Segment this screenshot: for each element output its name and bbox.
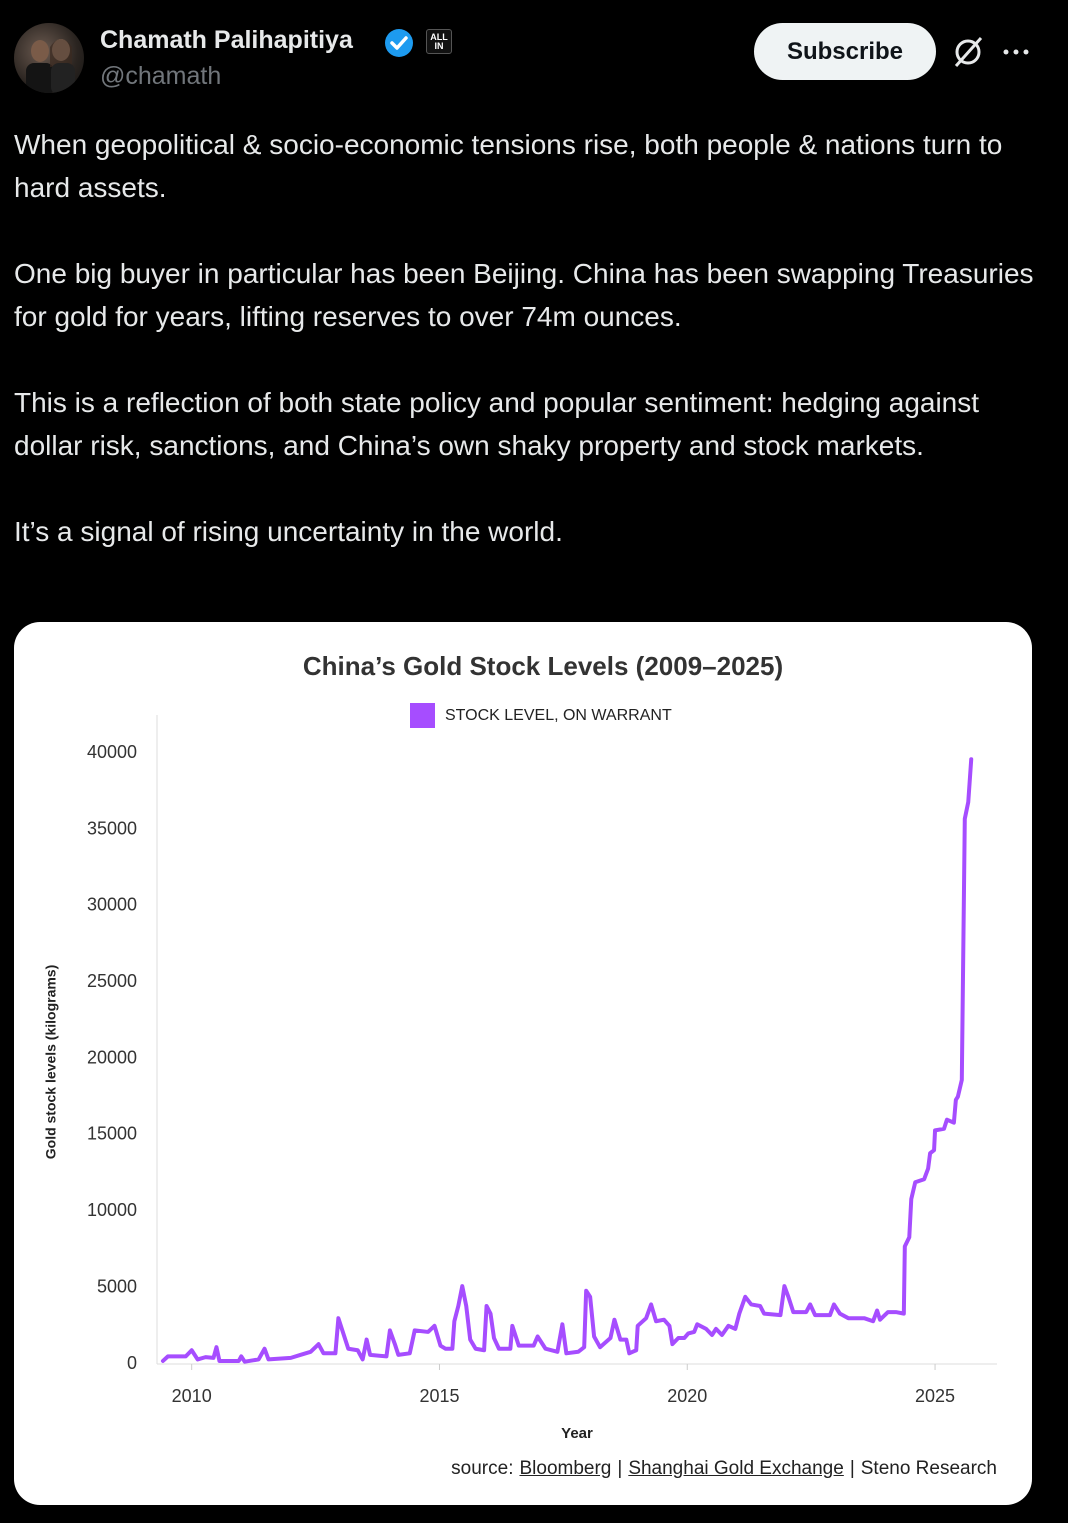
avatar-image	[26, 39, 75, 93]
source-text: source:	[451, 1458, 514, 1479]
y-tick-label: 25000	[87, 971, 137, 991]
source-text: |	[617, 1458, 623, 1479]
display-name[interactable]: Chamath Palihapitiya	[100, 26, 353, 54]
subscribe-button[interactable]: Subscribe	[754, 23, 936, 80]
tweet-paragraph: This is a reflection of both state polic…	[14, 387, 980, 461]
source-text: |	[849, 1458, 855, 1479]
x-tick-label: 2010	[172, 1386, 212, 1406]
chart: China’s Gold Stock Levels (2009–2025) Ye…	[43, 651, 997, 1442]
more-icon[interactable]	[1003, 49, 1029, 55]
y-tick-label: 5000	[97, 1276, 137, 1296]
verified-badge	[385, 29, 413, 57]
y-tick-label: 40000	[87, 742, 137, 762]
source-link[interactable]: Shanghai Gold Exchange	[628, 1458, 844, 1479]
source-text: Steno Research	[860, 1458, 997, 1479]
grok-icon[interactable]	[954, 37, 983, 67]
header-icons	[954, 37, 1029, 67]
affiliate-badge[interactable]: ALL IN	[426, 29, 452, 54]
y-tick-label: 20000	[87, 1047, 137, 1067]
source-link[interactable]: Bloomberg	[519, 1458, 612, 1479]
y-tick-label: 0	[127, 1353, 137, 1373]
tweet-paragraph: When geopolitical & socio-economic tensi…	[14, 129, 1003, 203]
y-tick-label: 35000	[87, 818, 137, 838]
x-axis-label: Year	[561, 1425, 593, 1442]
x-tick-label: 2020	[667, 1386, 707, 1406]
tweet-paragraph: One big buyer in particular has been Bei…	[14, 258, 1034, 332]
chart-title: China’s Gold Stock Levels (2009–2025)	[303, 651, 783, 681]
handle[interactable]: @chamath	[100, 62, 222, 90]
avatar[interactable]	[14, 23, 84, 93]
x-tick-label: 2015	[419, 1386, 459, 1406]
data-line	[160, 757, 974, 1364]
legend-swatch	[410, 703, 435, 728]
legend-label: STOCK LEVEL, ON WARRANT	[445, 707, 672, 724]
y-tick-label: 10000	[87, 1200, 137, 1220]
chart-card[interactable]: China’s Gold Stock Levels (2009–2025) Ye…	[14, 622, 1032, 1505]
tweet-paragraph: It’s a signal of rising uncertainty in t…	[14, 516, 563, 547]
x-tick-label: 2025	[915, 1386, 955, 1406]
y-tick-label: 30000	[87, 895, 137, 915]
y-tick-label: 15000	[87, 1124, 137, 1144]
y-axis-label: Gold stock levels (kilograms)	[43, 965, 59, 1160]
chart-source: source: Bloomberg | Shanghai Gold Exchange |…	[451, 1458, 997, 1480]
tweet-text: When geopolitical & socio-economic tensi…	[14, 123, 1049, 596]
